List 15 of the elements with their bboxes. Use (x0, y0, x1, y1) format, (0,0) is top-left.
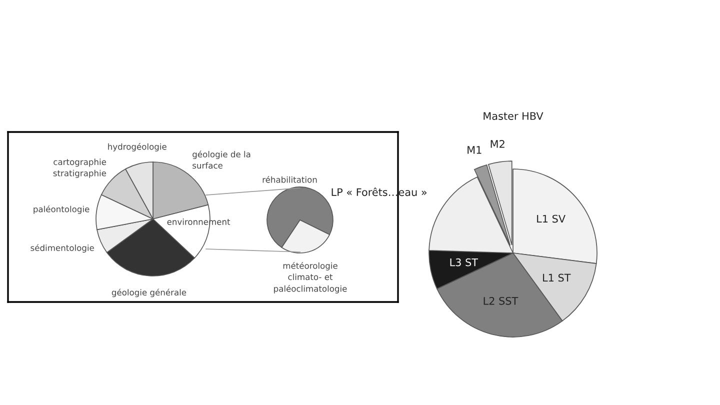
slice-label: M1 (468, 146, 482, 154)
slice-label: paléontologie (34, 206, 90, 214)
slice-label: L2 SST (484, 296, 518, 305)
slice-label: cartographie stratigraphie (53, 158, 106, 178)
slice-label: géologie générale (112, 288, 186, 298)
slice-label: sédimentologie (30, 244, 94, 253)
slice-label: M2 (490, 140, 504, 148)
slice-label: réhabilitation (262, 176, 317, 183)
slice-label: L1 ST (543, 274, 571, 282)
slice-label: géologie de la surface (192, 150, 250, 169)
text: Master HBV (484, 112, 544, 120)
slice-label: L3 ST (450, 258, 478, 266)
slice-label: météorologie climato- et paléoclimatologie (274, 262, 347, 294)
slice-label: L1 SV (537, 214, 566, 223)
slice-label: hydrogéologie (108, 143, 166, 152)
